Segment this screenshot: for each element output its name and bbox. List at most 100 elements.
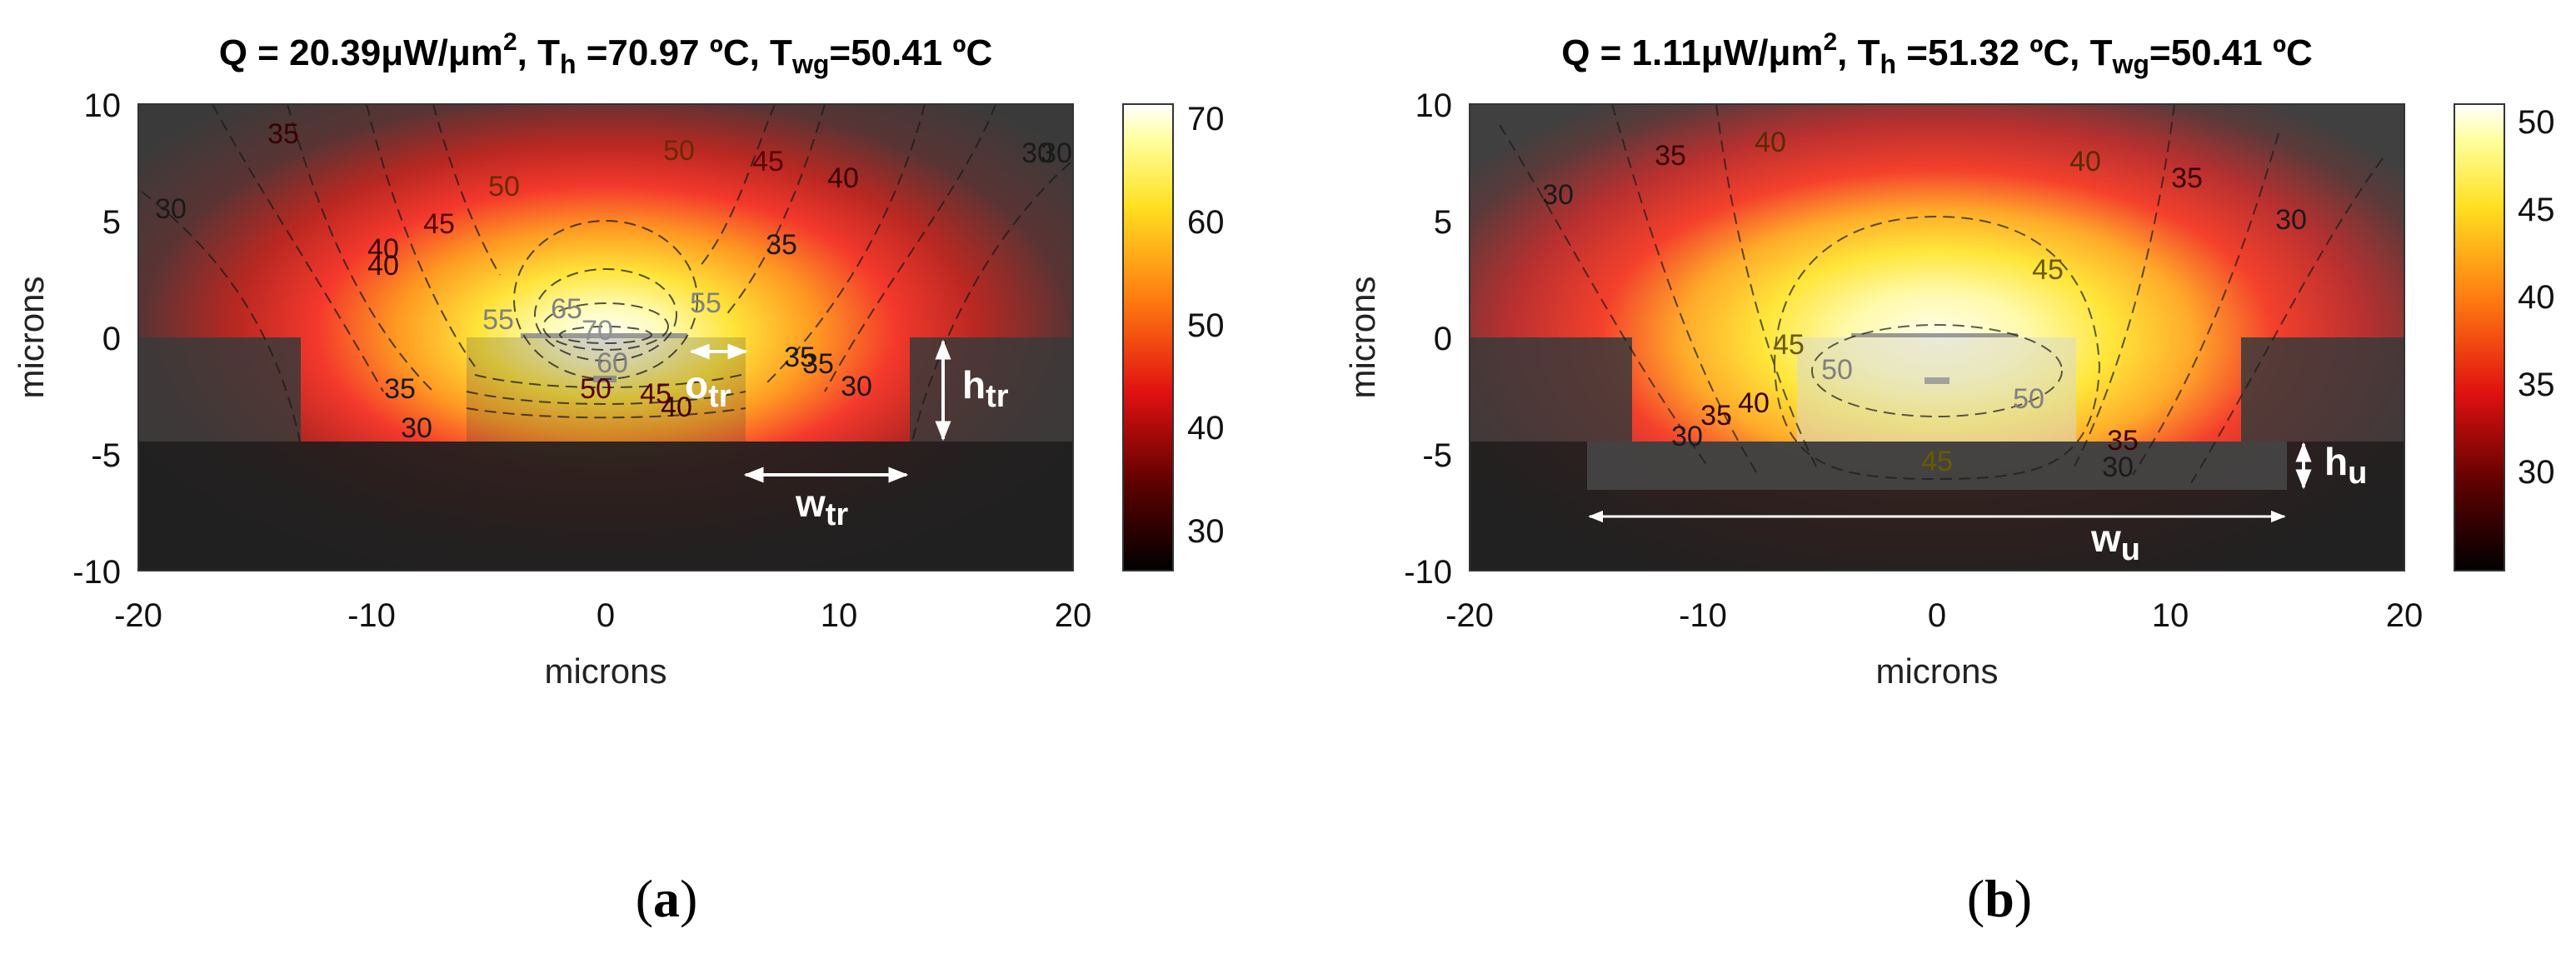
hu-label: hu xyxy=(2324,440,2367,491)
contour-label: 65 xyxy=(551,293,582,325)
contour-label: 45 xyxy=(2032,254,2064,286)
colorbar-tick-label: 60 xyxy=(1187,204,1225,241)
contour-label: 35 xyxy=(766,229,797,261)
contour-label: 70 xyxy=(582,315,613,347)
colorbar-tick-label: 35 xyxy=(2518,367,2555,403)
contours-b xyxy=(1499,104,2384,484)
contour-label: 50 xyxy=(2013,383,2044,415)
contour-label: 30 xyxy=(1542,179,1574,211)
trench-wall-left-a xyxy=(138,337,301,442)
x-axis-label-b: microns xyxy=(1875,651,1998,691)
wtr-label: wtr xyxy=(795,481,848,532)
x-tick-label: 10 xyxy=(2152,597,2189,634)
x-tick-label: 0 xyxy=(597,597,615,634)
caption-b: (b) xyxy=(1967,869,2032,928)
substrate-a xyxy=(138,442,1073,571)
colorbar-tick-label: 30 xyxy=(1187,513,1225,550)
y-tick-label: -5 xyxy=(91,437,121,474)
plot-frame-b xyxy=(1469,103,2405,571)
title-a: Q = 20.39μW/μm2, Th =70.97 ºC, Twg=50.41… xyxy=(219,28,993,79)
caption-a: (a) xyxy=(636,869,698,928)
colorbar-tick-label: 40 xyxy=(1187,410,1225,447)
x-tick-label: 0 xyxy=(1928,597,1946,634)
trench-wall-right-b xyxy=(2241,337,2404,442)
colorbar-tick-label: 40 xyxy=(2518,279,2555,316)
x-tick-label: -20 xyxy=(114,597,162,634)
otr-label: otr xyxy=(685,363,731,414)
y-tick-label: -10 xyxy=(1404,554,1452,591)
wu-label: wu xyxy=(2090,516,2140,567)
x-ticks-a: -20 -10 0 10 20 xyxy=(114,597,1091,634)
contour-label: 35 xyxy=(2107,425,2139,457)
y-tick-label: 0 xyxy=(1434,321,1452,357)
colorbar-ticks-a: 70 60 50 40 30 xyxy=(1187,101,1225,550)
x-tick-label: -10 xyxy=(347,597,396,634)
waveguide-region-b xyxy=(1797,337,2076,442)
x-tick-label: 20 xyxy=(2386,597,2424,634)
contour-label: 30 xyxy=(1021,137,1053,169)
y-tick-label: 0 xyxy=(102,321,121,357)
x-tick-label: 10 xyxy=(821,597,858,634)
y-axis-label-b: microns xyxy=(1343,276,1382,398)
plot-frame-a xyxy=(137,103,1074,571)
colorbar-tick-label: 70 xyxy=(1187,101,1225,137)
y-tick-label: 10 xyxy=(84,87,122,124)
colorbar-tick-label: 50 xyxy=(2518,104,2555,141)
contour-label: 30 xyxy=(2275,204,2307,236)
contour-label: 40 xyxy=(661,392,692,423)
contour-label: 50 xyxy=(488,171,520,202)
contour-labels-a: 30 35 35 40 45 50 50 45 40 35 30 65 70 5… xyxy=(155,118,1072,444)
colorbar-tick-label: 45 xyxy=(2518,192,2555,228)
y-tick-label: 5 xyxy=(1434,204,1452,241)
heater-a xyxy=(521,333,687,338)
contours-a xyxy=(141,104,1071,442)
contour-label: 40 xyxy=(1738,387,1770,419)
contour-label: 60 xyxy=(597,347,628,379)
core-b xyxy=(1925,377,1949,384)
contour-label: 35 xyxy=(1655,140,1686,172)
contour-label: 40 xyxy=(1755,127,1786,158)
contour-label: 55 xyxy=(482,304,514,336)
x-axis-label-a: microns xyxy=(544,651,666,691)
panel-a: Q = 20.39μW/μm2, Th =70.97 ºC, Twg=50.41… xyxy=(12,28,1225,928)
contour-label: 45 xyxy=(752,146,784,177)
x-tick-label: 20 xyxy=(1055,597,1092,634)
title-b: Q = 1.11μW/μm2, Th =51.32 ºC, Twg=50.41 … xyxy=(1561,28,2313,79)
y-tick-label: 10 xyxy=(1415,87,1453,124)
contour-label: 40 xyxy=(827,162,859,194)
trench-wall-left-b xyxy=(1470,337,1632,442)
contour-label: 30 xyxy=(841,371,872,402)
contour-label: 30 xyxy=(155,193,187,225)
contour-label: 50 xyxy=(1821,354,1853,386)
contour-label: 30 xyxy=(2102,452,2134,483)
contour-label: 30 xyxy=(1671,421,1703,452)
contour-label: 35 xyxy=(267,118,299,150)
contour-label: 35 xyxy=(2171,162,2203,194)
contour-label: 45 xyxy=(640,378,671,410)
y-tick-label: -10 xyxy=(72,554,121,591)
x-tick-label: -20 xyxy=(1445,597,1494,634)
contour-label: 30 xyxy=(401,412,432,444)
panel-b: Q = 1.11μW/μm2, Th =51.32 ºC, Twg=50.41 … xyxy=(1343,28,2555,928)
contour-label: 40 xyxy=(367,250,399,282)
contour-label: 40 xyxy=(367,233,399,265)
colorbar-a xyxy=(1122,103,1174,571)
contour-label: 30 xyxy=(1041,137,1072,169)
contour-label: 35 xyxy=(1700,400,1732,432)
contour-labels-b: 30 35 40 40 35 30 45 45 50 50 45 40 35 3… xyxy=(1542,127,2307,483)
contour-label: 35 xyxy=(802,348,834,380)
contour-label: 35 xyxy=(784,342,816,373)
y-axis-label-a: microns xyxy=(12,276,51,398)
contour-label: 55 xyxy=(690,287,721,319)
heater-b xyxy=(1851,333,2018,337)
y-ticks-b: 10 5 0 -5 -10 xyxy=(1404,87,1452,591)
contour-label: 50 xyxy=(663,135,695,167)
colorbar-b xyxy=(2454,103,2505,571)
htr-label: htr xyxy=(962,363,1009,414)
undercut-region-b xyxy=(1587,442,2287,490)
y-ticks-a: 10 5 0 -5 -10 xyxy=(72,87,121,591)
contour-label: 50 xyxy=(580,373,612,405)
x-tick-label: -10 xyxy=(1679,597,1727,634)
y-tick-label: -5 xyxy=(1422,437,1452,474)
